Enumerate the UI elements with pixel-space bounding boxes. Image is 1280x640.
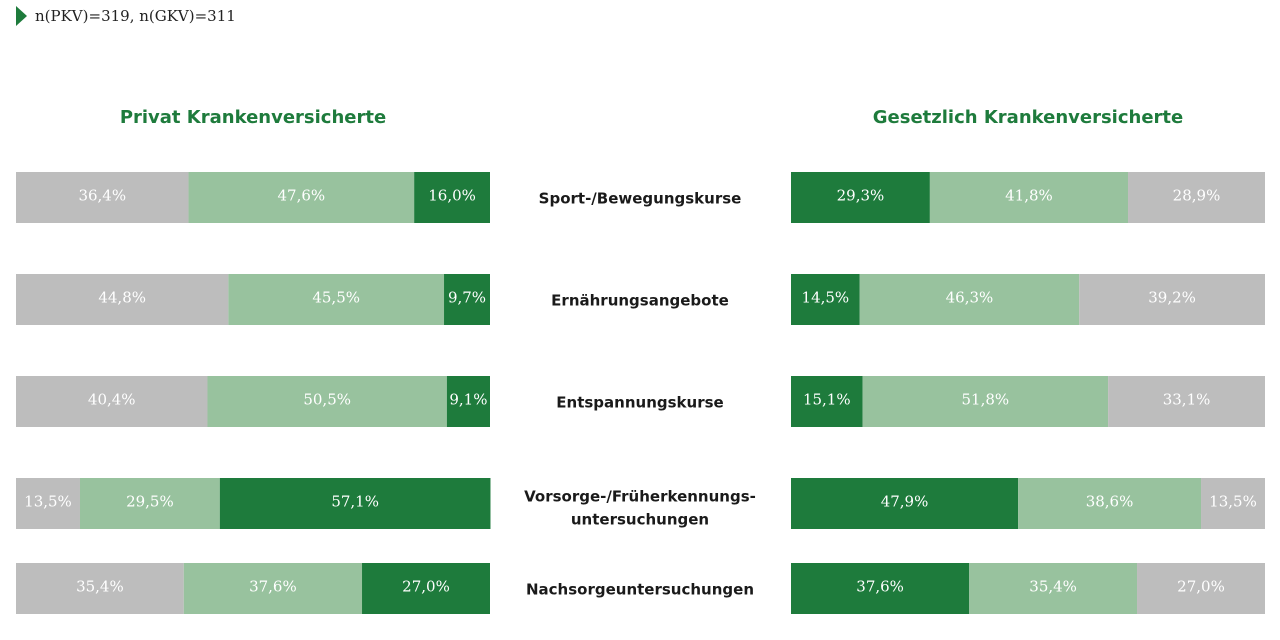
- data-label: 50,5%: [303, 391, 351, 409]
- data-label: 57,1%: [331, 493, 379, 511]
- data-label: 9,1%: [449, 391, 487, 409]
- data-label: 13,5%: [1209, 493, 1257, 511]
- triangle-marker-icon: [16, 6, 27, 26]
- bar-segment: [1018, 478, 1202, 529]
- bar-segment: [16, 274, 229, 325]
- bar-segment: [1108, 376, 1265, 427]
- data-label: 39,2%: [1148, 289, 1196, 307]
- bar-segment: [791, 274, 860, 325]
- sample-size-note: n(PKV)=319, n(GKV)=311: [16, 6, 236, 26]
- bar-segment: [207, 376, 447, 427]
- data-label: 47,9%: [881, 493, 929, 511]
- bar-segment: [219, 478, 491, 529]
- data-label: 35,4%: [76, 578, 124, 596]
- data-label: 15,1%: [803, 391, 851, 409]
- data-label: 27,0%: [1177, 578, 1225, 596]
- data-label: 51,8%: [962, 391, 1010, 409]
- bar-segment: [362, 563, 490, 614]
- sample-size-text: n(PKV)=319, n(GKV)=311: [35, 7, 236, 25]
- bar-segment: [791, 563, 970, 614]
- bar-segment: [188, 172, 415, 223]
- bar-segment: [444, 274, 490, 325]
- data-label: 13,5%: [24, 493, 72, 511]
- bar-segment: [16, 376, 208, 427]
- data-label: 38,6%: [1086, 493, 1134, 511]
- data-label: 37,6%: [856, 578, 904, 596]
- data-label: 16,0%: [428, 187, 476, 205]
- category-label: Ernährungsangebote: [551, 292, 729, 310]
- panel-title: Gesetzlich Krankenversicherte: [873, 107, 1183, 128]
- data-label: 27,0%: [402, 578, 450, 596]
- data-label: 35,4%: [1029, 578, 1077, 596]
- bar-segment: [1128, 172, 1265, 223]
- bar-segment: [862, 376, 1109, 427]
- bar-segment: [16, 563, 184, 614]
- bar-segment: [1201, 478, 1265, 529]
- bar-segment: [791, 376, 863, 427]
- data-label: 40,4%: [88, 391, 136, 409]
- data-label: 28,9%: [1173, 187, 1221, 205]
- bar-segment: [16, 172, 189, 223]
- data-label: 14,5%: [802, 289, 850, 307]
- bar-segment: [1079, 274, 1265, 325]
- bar-segment: [791, 478, 1019, 529]
- data-label: 9,7%: [448, 289, 486, 307]
- bar-segment: [1137, 563, 1265, 614]
- bar-segment: [969, 563, 1138, 614]
- bar-segment: [79, 478, 220, 529]
- category-label: Entspannungskurse: [556, 394, 723, 412]
- bar-segment: [414, 172, 490, 223]
- category-label: Sport-/Bewegungskurse: [539, 190, 742, 208]
- bar-segment: [446, 376, 490, 427]
- data-label: 29,3%: [837, 187, 885, 205]
- data-label: 47,6%: [278, 187, 326, 205]
- data-label: 29,5%: [126, 493, 174, 511]
- data-label: 45,5%: [312, 289, 360, 307]
- category-label: Vorsorge-/Früherkennungs-untersuchungen: [524, 488, 756, 529]
- bar-segment: [791, 172, 930, 223]
- bar-segment: [228, 274, 445, 325]
- bar-segment: [183, 563, 363, 614]
- bar-segment: [929, 172, 1129, 223]
- data-label: 44,8%: [98, 289, 146, 307]
- panel-title: Privat Krankenversicherte: [120, 107, 386, 128]
- data-label: 37,6%: [249, 578, 297, 596]
- bar-segment: [859, 274, 1080, 325]
- category-label: Nachsorgeuntersuchungen: [526, 581, 754, 599]
- data-label: 41,8%: [1005, 187, 1053, 205]
- data-label: 36,4%: [78, 187, 126, 205]
- data-label: 46,3%: [946, 289, 994, 307]
- data-label: 33,1%: [1163, 391, 1211, 409]
- bar-segment: [16, 478, 80, 529]
